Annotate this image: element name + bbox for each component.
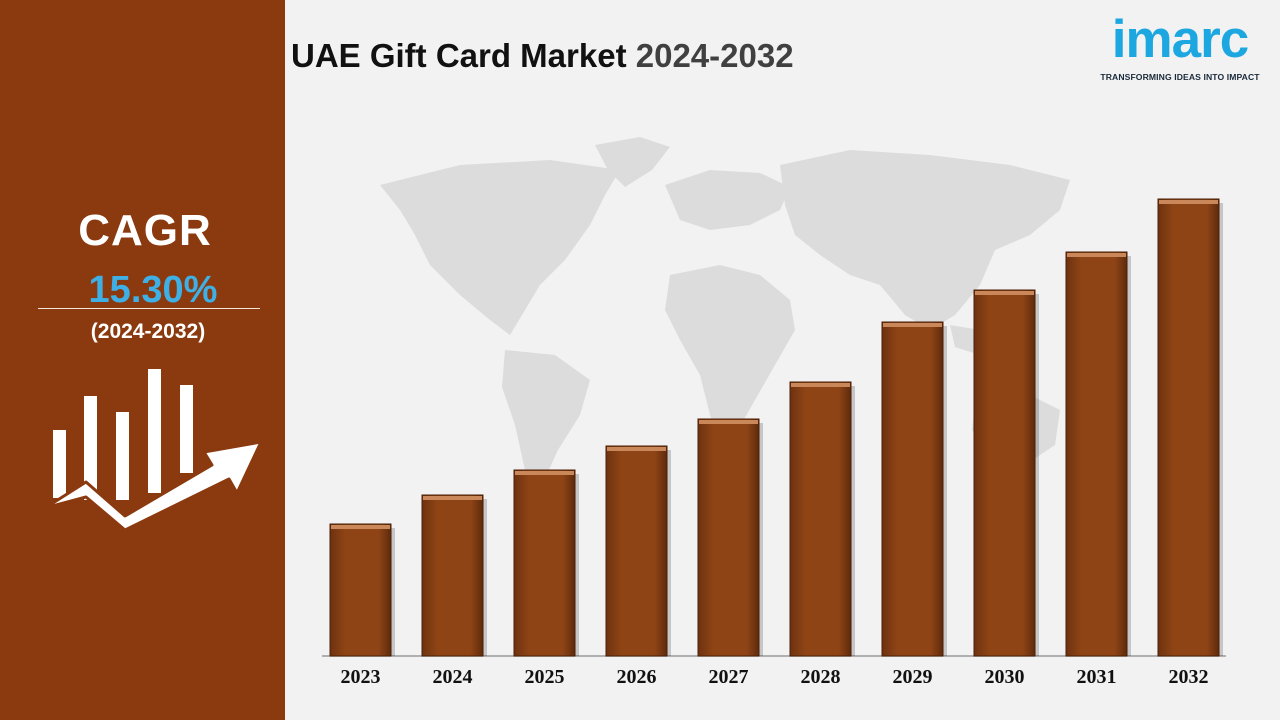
growth-chart-arrow-icon [43,369,263,532]
bar-top-highlight [975,291,1034,295]
cagr-divider [38,308,260,309]
bar-2027 [697,418,760,657]
bar-2024 [421,494,484,657]
bar-2025 [513,469,576,657]
bar-2031 [1065,251,1128,657]
cagr-period: (2024-2032) [90,320,206,343]
x-tick-label: 2025 [525,666,565,688]
chart-title-years: 2024-2032 [635,37,794,74]
sidebar-panel: CAGR 15.30% (2024-2032) [0,0,285,720]
chart-title-main: UAE Gift Card Market [291,37,627,74]
x-tick-label: 2029 [893,666,933,688]
cagr-value: 15.30% [88,269,218,311]
x-tick-label: 2030 [985,666,1025,688]
cagr-label: CAGR [78,206,212,255]
bar-2023 [329,523,392,657]
bar-2026 [605,445,668,657]
bar-top-highlight [883,323,942,327]
x-tick-label: 2028 [801,666,841,688]
bar-top-highlight [607,447,666,451]
x-tick-label: 2023 [341,666,381,688]
chart-title: UAE Gift Card Market 2024-2032 [291,37,794,75]
x-tick-label: 2024 [433,666,473,688]
bar-top-highlight [1067,253,1126,257]
logo-wordmark: imarc [1111,10,1249,69]
x-tick-label: 2026 [617,666,657,688]
bar-2028 [789,381,852,657]
bar-2029 [881,321,944,657]
bar-top-highlight [699,420,758,424]
logo-tagline: TRANSFORMING IDEAS INTO IMPACT [1100,72,1260,82]
x-tick-label: 2032 [1169,666,1209,688]
bar-top-highlight [1159,200,1218,204]
bar-top-highlight [791,383,850,387]
bar-top-highlight [515,471,574,475]
x-tick-label: 2031 [1077,666,1117,688]
bar-2030 [973,289,1036,657]
bar-2032 [1157,198,1220,657]
bar-top-highlight [423,496,482,500]
imarc-logo: imarc TRANSFORMING IDEAS INTO IMPACT [1092,10,1268,85]
x-tick-label: 2027 [709,666,749,688]
bar-top-highlight [331,525,390,529]
